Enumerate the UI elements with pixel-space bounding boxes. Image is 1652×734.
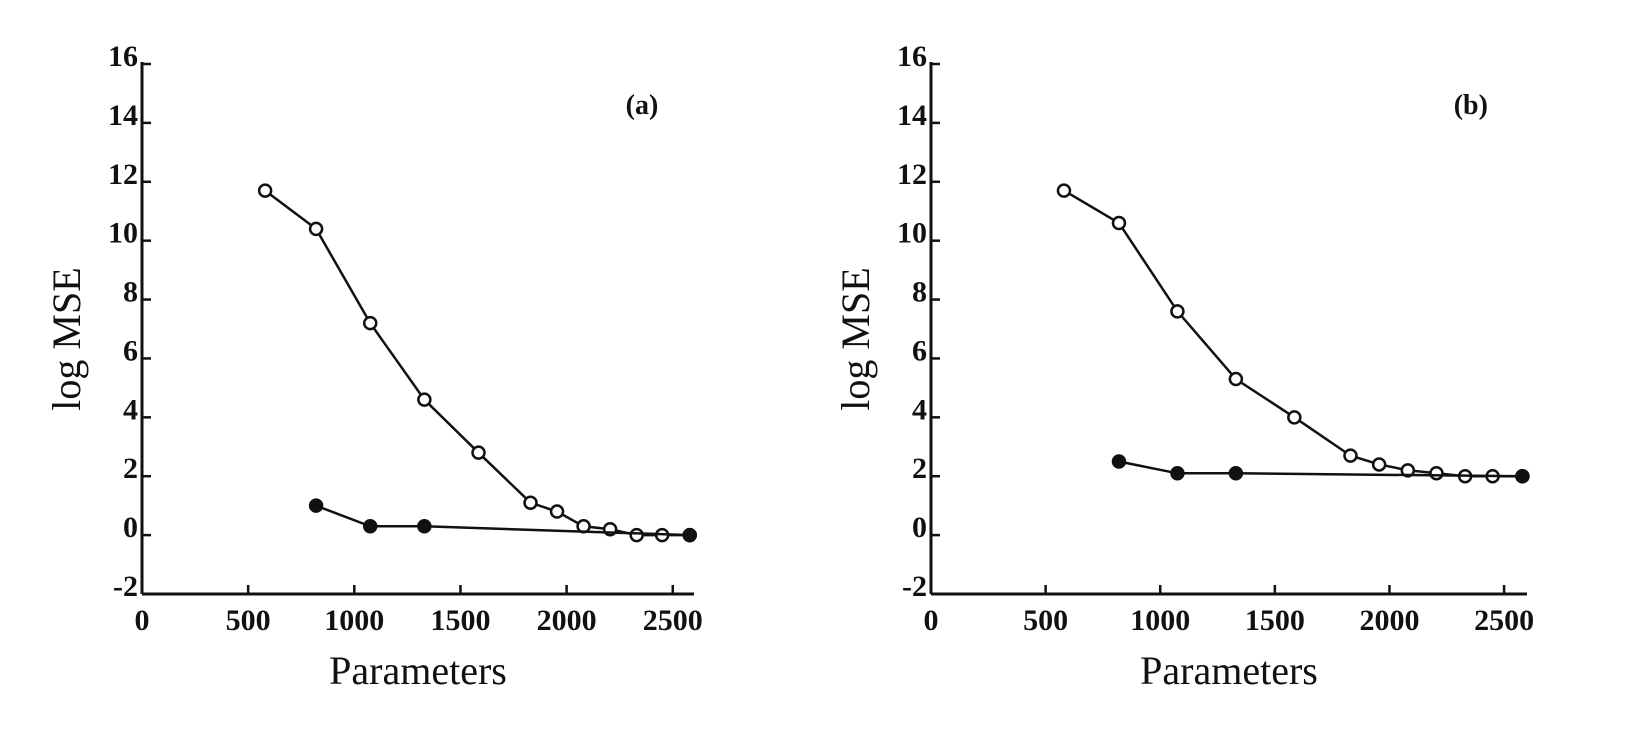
panel-a-x-tick-label: 2000 bbox=[537, 604, 597, 637]
panel-b-filled-series-point bbox=[1111, 454, 1127, 469]
panel-a-y-tick-label: 2 bbox=[123, 452, 138, 485]
panel-a-y-tick-label: 10 bbox=[108, 217, 138, 250]
panel-b-open-series-point bbox=[1429, 466, 1444, 481]
panel-b-y-axis-title: log MSE bbox=[833, 267, 878, 410]
panel-b-x-tick-label: 1000 bbox=[1130, 604, 1190, 637]
panel-b-filled-series-point bbox=[1228, 466, 1244, 481]
panel-a-open-series-line bbox=[264, 189, 690, 537]
panel-a-open-series-point bbox=[417, 392, 432, 407]
panel-b-open-series-point bbox=[1228, 371, 1244, 387]
panel-b-x-tick-label: 0 bbox=[924, 604, 939, 637]
panel-a-label: (a) bbox=[626, 90, 659, 121]
panel-b-y-tick-label: 10 bbox=[897, 217, 927, 250]
panel-b-y-tick-label: -2 bbox=[902, 570, 927, 603]
panel-a-y-axis-title: log MSE bbox=[44, 267, 89, 410]
panel-b-open-series-point bbox=[1111, 215, 1127, 231]
panel-a-y-tick-label: 14 bbox=[108, 99, 138, 132]
panel-a-x-tick-label: 1000 bbox=[324, 604, 384, 637]
panel-a-open-series-point bbox=[257, 183, 273, 198]
panel-a-filled-series-point bbox=[417, 519, 432, 534]
panel-a-y-tick-label: -2 bbox=[113, 570, 138, 603]
panel-b-y-tick-label: 14 bbox=[897, 99, 927, 132]
panel-b-open-series-point bbox=[1287, 410, 1302, 425]
panel-b-filled-series-point bbox=[1515, 468, 1530, 484]
panel-b-open-series-point bbox=[1170, 304, 1185, 319]
panel-b-filled-series-point bbox=[1170, 466, 1185, 481]
panel-b-y-tick-label: 16 bbox=[897, 40, 927, 73]
panel-a-open-series-point bbox=[362, 315, 378, 331]
panel-b-y-tick-label: 12 bbox=[897, 158, 927, 191]
panel-a-open-series-point bbox=[523, 495, 538, 510]
panel-a-x-tick-label: 500 bbox=[226, 604, 271, 637]
panel-b-open-series-point bbox=[1343, 448, 1358, 463]
panel-b-open-series-line bbox=[1063, 189, 1523, 478]
panel-b-x-axis-title: Parameters bbox=[1140, 648, 1318, 693]
panel-a-filled-series-line bbox=[315, 504, 690, 537]
panel-a-x-tick-label: 0 bbox=[135, 604, 150, 637]
panel-a-x-axis-title: Parameters bbox=[329, 648, 507, 693]
panel-a-open-series-point bbox=[471, 445, 486, 460]
panel-a-x-tick-label: 1500 bbox=[430, 604, 490, 637]
panel-a-open-series-point bbox=[629, 527, 644, 543]
panel-b-y-tick-label: 2 bbox=[912, 452, 927, 485]
panel-b-y-tick-label: 6 bbox=[912, 334, 927, 367]
panel-a-y-tick-label: 0 bbox=[123, 511, 138, 544]
panel-a-open-series-point bbox=[308, 221, 324, 237]
panel-a-y-tick-label: 16 bbox=[108, 40, 138, 73]
panel-a-open-series-point bbox=[549, 504, 565, 519]
panel-a-x-tick-label: 2500 bbox=[643, 604, 703, 637]
panel-a-y-tick-label: 12 bbox=[108, 158, 138, 191]
panel-a-filled-series-point bbox=[308, 498, 324, 513]
panel-a-y-tick-label: 4 bbox=[123, 393, 138, 426]
panel-a-y-tick-label: 8 bbox=[123, 276, 138, 309]
panel-a-filled-series-point bbox=[682, 527, 698, 543]
panel-a-filled-series-point bbox=[362, 519, 378, 534]
panel-b-y-tick-label: 4 bbox=[912, 393, 927, 426]
panel-b-y-tick-label: 8 bbox=[912, 276, 927, 309]
panel-b-label: (b) bbox=[1454, 90, 1488, 121]
panel-b-open-series-point bbox=[1400, 463, 1416, 478]
panel-b-filled-series-line bbox=[1118, 460, 1523, 478]
panel-b-x-tick-label: 2500 bbox=[1474, 604, 1534, 637]
panel-a-y-tick-label: 6 bbox=[123, 334, 138, 367]
panel-b-x-tick-label: 2000 bbox=[1359, 604, 1419, 637]
panel-b-open-series-point bbox=[1371, 457, 1387, 472]
panel-b-x-tick-label: 1500 bbox=[1245, 604, 1305, 637]
panel-b-open-series-point bbox=[1056, 183, 1072, 198]
panel-b-y-tick-label: 0 bbox=[912, 511, 927, 544]
panel-b-x-tick-label: 500 bbox=[1023, 604, 1068, 637]
